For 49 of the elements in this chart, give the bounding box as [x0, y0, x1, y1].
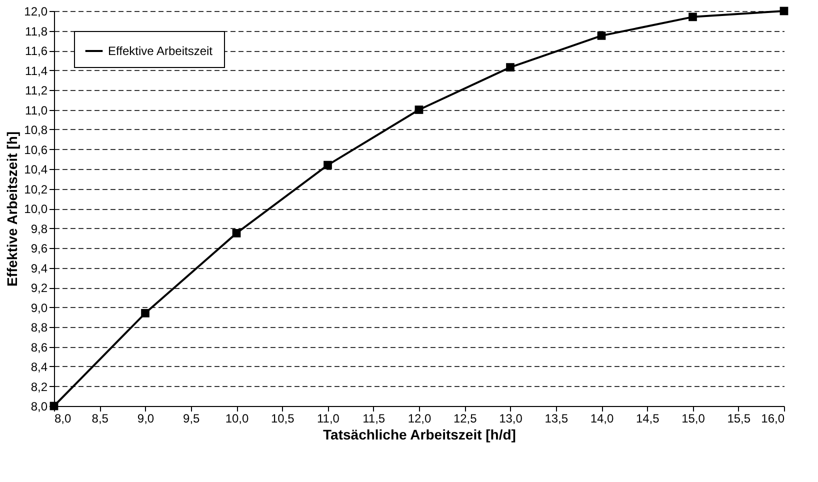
x-tick-label: 11,0 [317, 412, 340, 426]
y-tick-label: 10,6 [24, 142, 48, 157]
point [324, 160, 332, 170]
point [232, 229, 241, 238]
y-tick-label: 8,2 [30, 380, 48, 394]
y-tick-label: 8,6 [30, 340, 48, 354]
x-axis-title: Tatsächliche Arbeitszeit [h/d] [323, 426, 516, 442]
x-tick-label: 9,5 [183, 412, 200, 426]
x-tick-label: 9,0 [137, 412, 154, 426]
point [688, 12, 697, 22]
y-tick-label: 12,0 [24, 4, 48, 18]
point [780, 6, 788, 16]
y-tick-label: 11,8 [25, 24, 48, 38]
y-tick-label: 9,0 [30, 300, 48, 315]
x-tick-label: 12,5 [453, 412, 478, 426]
y-tick-label: 8,4 [30, 360, 48, 374]
y-axis-title: Effektive Arbeitszeit [h] [4, 131, 20, 287]
y-tick-label: 10,2 [24, 182, 48, 196]
y-tick-label: 9,4 [30, 261, 48, 276]
y-tick-label: 9,2 [30, 281, 48, 295]
y-tick-label: 9,6 [30, 242, 48, 256]
x-tick-label: 15,0 [682, 412, 706, 426]
x-tick-label: 10,0 [225, 412, 249, 426]
x-tick-label: 8,0 [54, 412, 72, 426]
x-tick-label: 15,5 [727, 412, 751, 426]
y-tick-label: 9,8 [30, 222, 48, 236]
point [414, 106, 424, 114]
y-tick-label: 8,8 [30, 320, 48, 334]
y-tick-label: 11,4 [25, 64, 48, 78]
x-tick-label: 8,5 [92, 412, 109, 426]
y-tick-label: 10,0 [24, 202, 48, 216]
point [506, 63, 514, 72]
x-tick-label: 13,0 [499, 412, 523, 426]
legend-label: Effektive Arbeitszeit [108, 44, 214, 58]
y-tick-label: 11,0 [25, 103, 48, 118]
y-tick-label: 8,0 [30, 400, 48, 414]
x-tick-label: 14,0 [590, 412, 614, 426]
y-tick-label: 10,8 [24, 123, 48, 137]
y-tick-label: 11,2 [25, 84, 48, 98]
x-tick-label: 16,0 [761, 412, 785, 426]
point [597, 32, 606, 40]
x-tick-label: 11,5 [362, 412, 386, 426]
x-tick-label: 14,5 [636, 412, 660, 426]
x-tick-label: 12,0 [408, 412, 432, 426]
point [141, 308, 150, 318]
y-tick-label: 10,4 [24, 162, 48, 176]
x-tick-label: 10,5 [270, 412, 295, 426]
x-tick-label: 13,5 [544, 412, 568, 426]
y-tick-label: 11,6 [25, 44, 48, 58]
